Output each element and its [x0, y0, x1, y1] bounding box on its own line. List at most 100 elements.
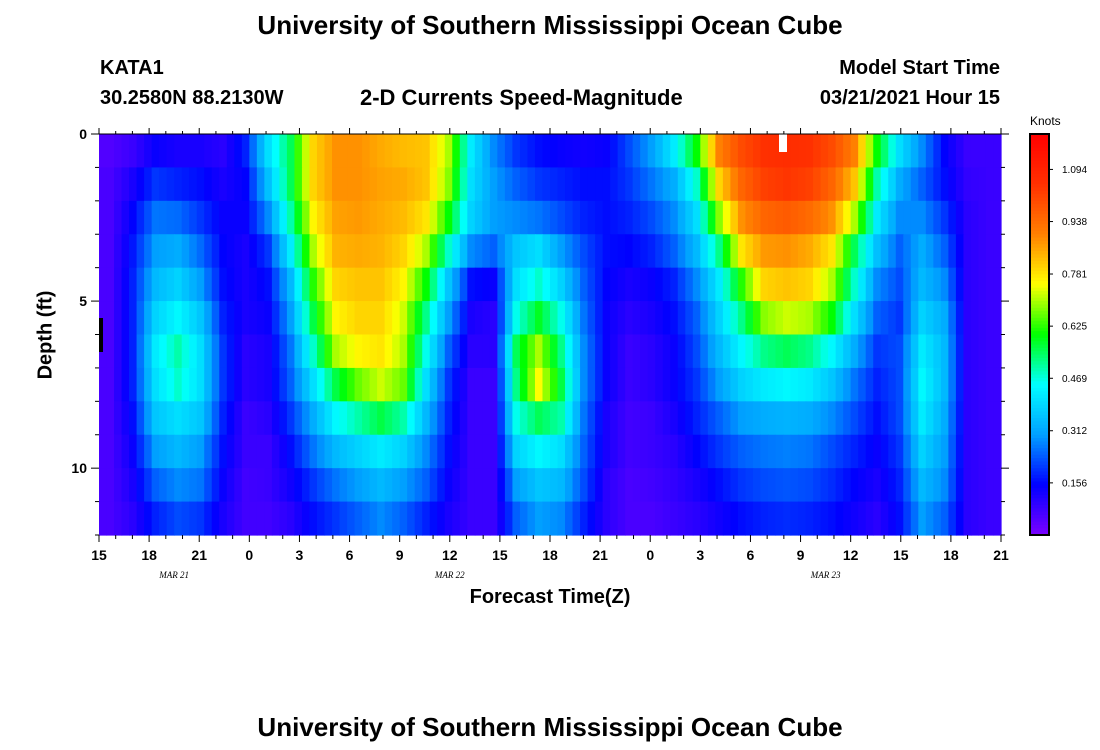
- heatmap-cell: [181, 401, 190, 436]
- heatmap-cell: [234, 167, 243, 202]
- heatmap-cell: [542, 401, 551, 436]
- heatmap-cell: [301, 501, 311, 536]
- heatmap-cell: [196, 468, 205, 503]
- heatmap-cell: [114, 134, 123, 169]
- heatmap-cell: [550, 367, 559, 402]
- heatmap-cell: [362, 468, 371, 503]
- heatmap-cell: [587, 501, 596, 536]
- heatmap-cell: [632, 501, 641, 536]
- heatmap-cell: [497, 301, 506, 336]
- heatmap-cell: [226, 434, 235, 469]
- heatmap-cell: [655, 234, 664, 269]
- heatmap-cell: [189, 501, 198, 536]
- heatmap-cell: [271, 334, 280, 369]
- heatmap-cell: [933, 334, 942, 369]
- heatmap-cell: [865, 401, 874, 436]
- heatmap-cell: [234, 267, 243, 302]
- heatmap-cell: [211, 334, 220, 369]
- colorbar-swatch: [1030, 518, 1049, 523]
- heatmap-cell: [640, 367, 649, 402]
- heatmap-cell: [459, 501, 468, 536]
- heatmap-cell: [730, 367, 739, 402]
- heatmap-cell: [677, 134, 686, 169]
- heatmap-cell: [256, 167, 265, 202]
- heatmap-cell: [775, 501, 784, 536]
- heatmap-cell: [196, 200, 205, 235]
- colorbar-swatch: [1030, 150, 1049, 155]
- heatmap-cell: [850, 468, 859, 503]
- heatmap-cell: [625, 401, 634, 436]
- heatmap-cell: [339, 167, 348, 202]
- heatmap-cell: [820, 267, 829, 302]
- heatmap-cell: [226, 234, 235, 269]
- heatmap-cell: [286, 468, 296, 503]
- heatmap-cell: [640, 134, 649, 169]
- heatmap-cell: [587, 134, 596, 169]
- heatmap-cell: [715, 134, 724, 169]
- heatmap-cell: [948, 367, 957, 402]
- heatmap-cell: [715, 167, 724, 202]
- heatmap-cell: [467, 167, 476, 202]
- colorbar-swatch: [1030, 314, 1049, 319]
- heatmap-cell: [790, 367, 799, 402]
- heatmap-cell: [843, 134, 852, 169]
- heatmap-cell: [159, 134, 168, 169]
- heatmap-cell: [467, 434, 476, 469]
- heatmap-cell: [489, 267, 498, 302]
- heatmap-cell: [707, 134, 716, 169]
- heatmap-cell: [843, 434, 852, 469]
- heatmap-cell: [512, 301, 521, 336]
- heatmap-cell: [625, 234, 634, 269]
- heatmap-cell: [106, 334, 115, 369]
- heatmap-cell: [309, 501, 318, 536]
- heatmap-cell: [843, 200, 852, 235]
- heatmap-cell: [940, 200, 949, 235]
- heatmap-cell: [993, 234, 1002, 269]
- heatmap-cell: [640, 267, 649, 302]
- heatmap-cell: [347, 501, 356, 536]
- heatmap-cell: [662, 401, 671, 436]
- heatmap-cell: [407, 267, 416, 302]
- heatmap-cell: [730, 468, 739, 503]
- heatmap-cell: [843, 468, 852, 503]
- heatmap-cell: [647, 501, 656, 536]
- heatmap-cell: [925, 301, 934, 336]
- heatmap-cell: [294, 468, 303, 503]
- heatmap-cell: [241, 134, 250, 169]
- heatmap-cell: [129, 468, 138, 503]
- heatmap-cell: [752, 401, 762, 436]
- heatmap-cell: [249, 468, 258, 503]
- heatmap-cell: [384, 401, 393, 436]
- heatmap-cell: [888, 367, 897, 402]
- heatmap-cell: [775, 167, 784, 202]
- heatmap-cell: [572, 200, 581, 235]
- heatmap-cell: [534, 334, 544, 369]
- heatmap-cell: [189, 267, 198, 302]
- heatmap-cell: [587, 334, 596, 369]
- heatmap-cell: [414, 200, 423, 235]
- heatmap-cell: [873, 468, 882, 503]
- heatmap-cell: [407, 301, 416, 336]
- heatmap-cell: [790, 267, 799, 302]
- heatmap-cell: [940, 234, 949, 269]
- heatmap-cell: [910, 267, 919, 302]
- x-tick-label: 15: [492, 547, 508, 563]
- heatmap-cell: [933, 167, 942, 202]
- heatmap-cell: [226, 468, 235, 503]
- heatmap-cell: [745, 267, 754, 302]
- heatmap-cell: [655, 434, 664, 469]
- heatmap-cell: [572, 234, 581, 269]
- heatmap-cell: [993, 501, 1002, 536]
- colorbar-swatch: [1030, 311, 1049, 316]
- heatmap-cell: [670, 501, 679, 536]
- heatmap-cell: [625, 167, 634, 202]
- heatmap-cell: [632, 468, 641, 503]
- heatmap-cell: [955, 301, 965, 336]
- heatmap-cell: [873, 301, 882, 336]
- heatmap-cell: [519, 434, 529, 469]
- heatmap-cell: [534, 267, 544, 302]
- heatmap-cell: [722, 334, 731, 369]
- heatmap-cell: [384, 167, 393, 202]
- heatmap-cell: [384, 367, 393, 402]
